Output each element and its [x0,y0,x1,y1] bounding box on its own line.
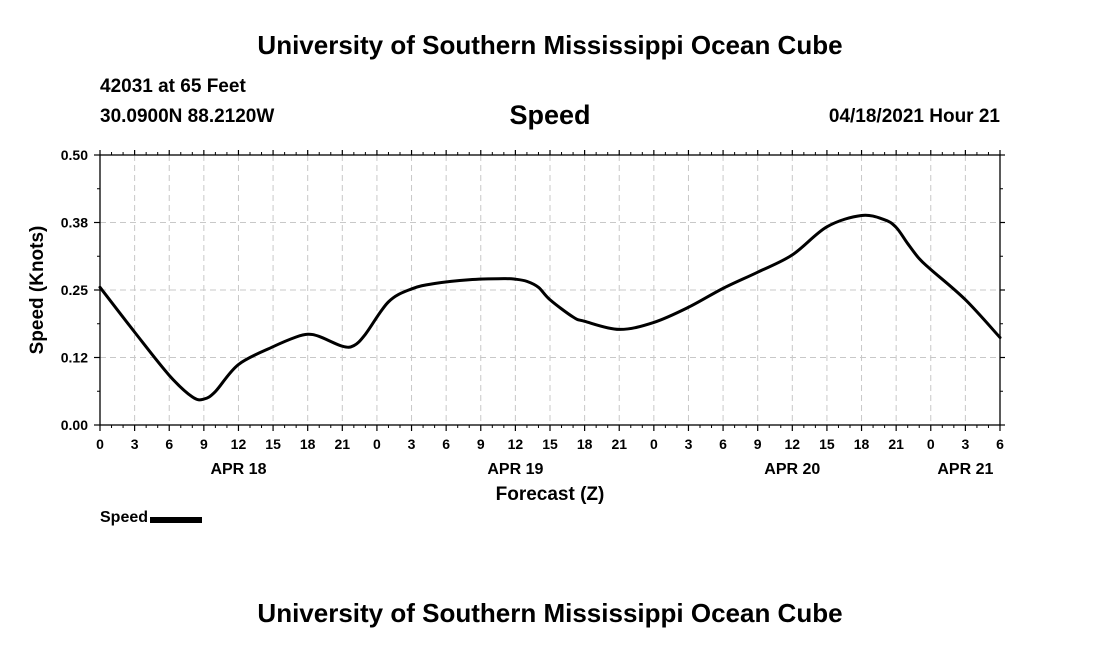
x-tick-label: 21 [888,436,904,452]
y-tick-label: 0.12 [61,350,88,366]
x-tick-label: 3 [961,436,969,452]
x-tick-label: 15 [819,436,835,452]
x-tick-label: 6 [719,436,727,452]
grid-lines [100,155,1000,425]
page-title: University of Southern Mississippi Ocean… [257,30,843,60]
x-axis-title: Forecast (Z) [496,484,605,505]
chart-title: Speed [509,100,591,130]
x-tick-label: 6 [996,436,1004,452]
x-tick-label: 12 [231,436,247,452]
x-tick-label: 15 [265,436,281,452]
x-tick-label: 0 [927,436,935,452]
x-tick-label: 9 [754,436,762,452]
legend: Speed [100,509,203,527]
x-tick-label: 15 [542,436,558,452]
x-tick-label: 18 [300,436,316,452]
x-tick-label: 0 [373,436,381,452]
y-axis-title: Speed (Knots) [27,226,48,355]
axis-ticks [94,150,1005,431]
y-tick-label: 0.38 [61,215,88,231]
y-tick-label: 0.50 [61,147,88,163]
x-tick-label: 18 [577,436,593,452]
station-label: 42031 at 65 Feet [100,76,246,97]
x-tick-label: 0 [650,436,658,452]
x-tick-label: 3 [408,436,416,452]
speed-series-line [98,213,1002,402]
forecast-datetime: 04/18/2021 Hour 21 [828,106,1000,127]
x-tick-label: 12 [785,436,801,452]
coordinates-label: 30.0900N 88.2120W [100,106,275,127]
legend-swatch [150,516,203,523]
x-tick-label: 6 [442,436,450,452]
x-tick-label: 9 [477,436,485,452]
legend-label: Speed [100,509,149,526]
x-tick-label: 3 [685,436,693,452]
x-tick-labels: 0 3 6 9 12 15 18 21 0 3 6 9 12 15 18 21 0 3 6 9 12 15 18 21 0 3 6 [96,436,1004,452]
date-label: APR 21 [937,461,993,478]
y-tick-labels: 0.00 0.12 0.25 0.38 0.50 [61,147,88,433]
x-tick-label: 18 [854,436,870,452]
x-tick-label: 21 [611,436,627,452]
series-layer [98,213,1002,402]
footer-title: University of Southern Mississippi Ocean… [257,598,843,628]
x-tick-label: 6 [165,436,173,452]
x-tick-label: 9 [200,436,208,452]
x-tick-label: 21 [335,436,351,452]
date-label: APR 19 [487,461,543,478]
date-label: APR 20 [764,461,820,478]
x-tick-label: 12 [508,436,524,452]
x-tick-label: 0 [96,436,104,452]
date-labels: APR 18 APR 19 APR 20 APR 21 [210,461,993,478]
date-label: APR 18 [210,461,266,478]
y-tick-label: 0.25 [61,282,88,298]
y-tick-label: 0.00 [61,417,88,433]
x-tick-label: 3 [131,436,139,452]
